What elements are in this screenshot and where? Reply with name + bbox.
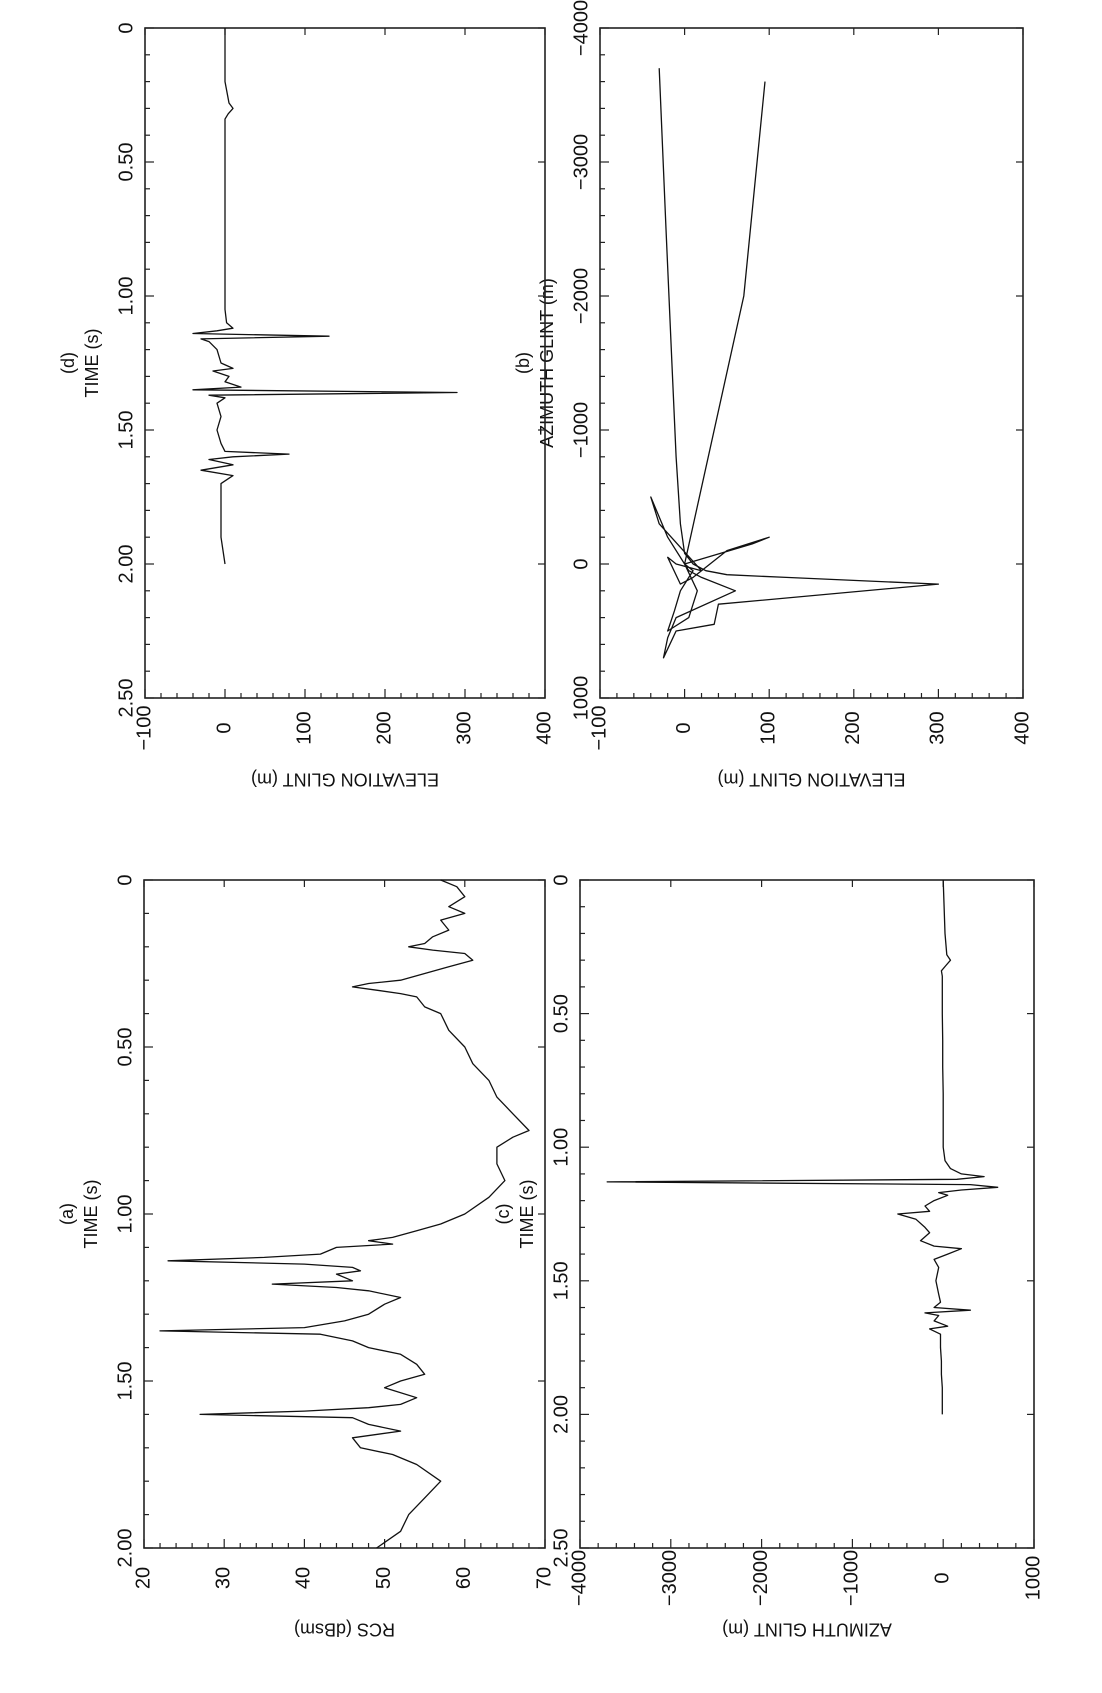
x-tick-label: −2000 bbox=[570, 268, 592, 324]
y-tick-label: −4000 bbox=[568, 1550, 590, 1606]
y-tick-label: 40 bbox=[293, 1567, 315, 1589]
y-tick-label: 400 bbox=[1011, 711, 1033, 744]
panel-label: (b) bbox=[513, 352, 533, 374]
x-tick-label: 0 bbox=[550, 874, 572, 885]
plot-frame bbox=[143, 879, 546, 1549]
chart-panel-d: 0 0.50 1.00 1.50 2.00 2.50−100 0 100 200 300 400 TI… bbox=[58, 22, 556, 789]
series-line-c-0 bbox=[606, 879, 999, 1415]
panel-label: (d) bbox=[58, 352, 78, 374]
series-line-b-0 bbox=[650, 68, 940, 659]
y-tick-label: 0 bbox=[673, 722, 695, 733]
x-tick-label: −3000 bbox=[570, 134, 592, 190]
y-tick-label: 50 bbox=[373, 1567, 395, 1589]
x-tick-label: 2.50 bbox=[115, 679, 137, 718]
y-tick-label: 200 bbox=[842, 711, 864, 744]
y-tick-label: −1000 bbox=[841, 1550, 863, 1606]
x-tick-label: 1.00 bbox=[115, 277, 137, 316]
x-tick-label: 1.50 bbox=[550, 1261, 572, 1300]
x-tick-label: 2.50 bbox=[550, 1529, 572, 1568]
x-tick-label: 0 bbox=[115, 22, 137, 33]
panel-label: (a) bbox=[57, 1203, 77, 1225]
y-tick-label: 200 bbox=[373, 711, 395, 744]
x-axis-label: TIME (s) bbox=[517, 1180, 537, 1249]
x-tick-label: 0.50 bbox=[115, 143, 137, 182]
plot-frame bbox=[599, 27, 1024, 699]
x-tick-label: 1.50 bbox=[114, 1362, 136, 1401]
panel-label: (c) bbox=[493, 1204, 513, 1225]
y-axis-label: ELEVATION GLINT (m) bbox=[717, 769, 905, 789]
y-tick-label: 100 bbox=[293, 711, 315, 744]
y-tick-label: −2000 bbox=[750, 1550, 772, 1606]
series-line-d-0 bbox=[192, 28, 458, 565]
x-axis-label: TIME (s) bbox=[82, 329, 102, 398]
y-tick-label: −3000 bbox=[659, 1550, 681, 1606]
x-tick-label: 2.00 bbox=[115, 545, 137, 584]
x-tick-label: 0 bbox=[114, 874, 136, 885]
y-tick-label: −100 bbox=[133, 705, 155, 750]
x-tick-label: 0.50 bbox=[114, 1028, 136, 1067]
x-tick-label: 0 bbox=[570, 558, 592, 569]
x-tick-label: −4000 bbox=[570, 0, 592, 56]
y-tick-label: 0 bbox=[931, 1572, 953, 1583]
x-tick-label: 0.50 bbox=[550, 994, 572, 1033]
series-line-a-0 bbox=[159, 879, 530, 1549]
x-tick-label: 1.00 bbox=[114, 1195, 136, 1234]
x-tick-label: 1.50 bbox=[115, 411, 137, 450]
chart-panel-c: 0 0.50 1.00 1.50 2.00 2.50−4000 −3000 −2000 −100… bbox=[493, 874, 1045, 1639]
y-axis-label: AZIMUTH GLINT (m) bbox=[722, 1619, 892, 1639]
y-tick-label: 70 bbox=[533, 1567, 555, 1589]
x-tick-label: −1000 bbox=[570, 402, 592, 458]
y-axis-label: ELEVATION GLINT (m) bbox=[251, 769, 439, 789]
x-axis-label: TIME (s) bbox=[81, 1180, 101, 1249]
y-tick-label: 60 bbox=[453, 1567, 475, 1589]
y-tick-label: 30 bbox=[212, 1567, 234, 1589]
y-tick-label: 20 bbox=[132, 1567, 154, 1589]
x-tick-label: 1.00 bbox=[550, 1128, 572, 1167]
y-tick-label: 1000 bbox=[1022, 1556, 1044, 1601]
y-tick-label: 300 bbox=[453, 711, 475, 744]
x-tick-label: 2.00 bbox=[114, 1529, 136, 1568]
x-tick-label: 2.00 bbox=[550, 1395, 572, 1434]
y-tick-label: −100 bbox=[588, 705, 610, 750]
y-tick-label: 0 bbox=[213, 722, 235, 733]
x-tick-label: 1000 bbox=[570, 676, 592, 721]
y-tick-label: 400 bbox=[533, 711, 555, 744]
plot-frame bbox=[579, 879, 1035, 1549]
plot-frame bbox=[144, 27, 546, 699]
y-axis-label: RCS (dBsm) bbox=[294, 1619, 395, 1639]
y-tick-label: 100 bbox=[757, 711, 779, 744]
x-axis-label: AZIMUTH GLINT (m) bbox=[537, 278, 557, 448]
y-tick-label: 300 bbox=[927, 711, 949, 744]
